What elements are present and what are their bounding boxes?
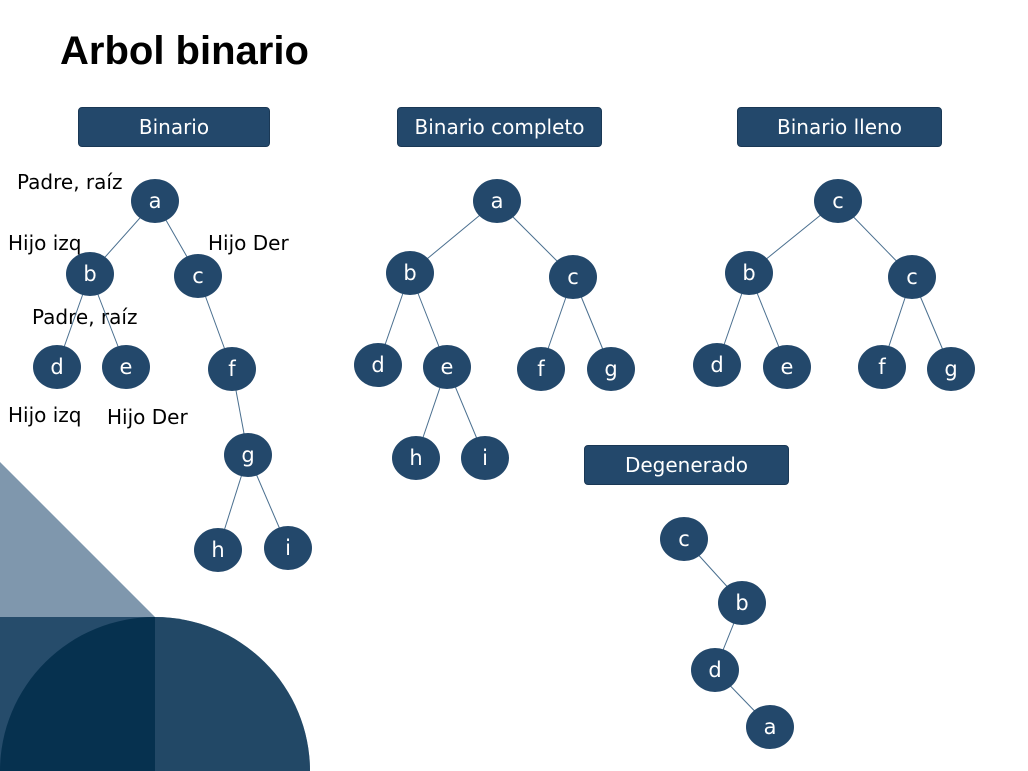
svg-text:b: b <box>742 261 755 285</box>
label-binario: Binario <box>78 107 270 147</box>
tree-node: e <box>423 345 471 389</box>
svg-text:f: f <box>878 355 886 379</box>
tree-node: b <box>718 581 766 625</box>
svg-text:e: e <box>441 355 454 379</box>
annotation-hijo-izq-b: Hijo izq <box>8 403 82 427</box>
svg-text:d: d <box>710 353 723 377</box>
svg-text:h: h <box>211 538 224 562</box>
tree-node: a <box>131 179 179 223</box>
deco-dark-circle-right <box>155 617 310 771</box>
tree-node: a <box>473 179 521 223</box>
svg-text:g: g <box>241 443 254 467</box>
svg-text:f: f <box>537 357 545 381</box>
svg-text:i: i <box>285 536 291 560</box>
tree-node: g <box>587 347 635 391</box>
tree-node: f <box>517 347 565 391</box>
svg-text:d: d <box>708 658 721 682</box>
annotation-hijo-der-root: Hijo Der <box>208 231 289 255</box>
tree-node: d <box>33 345 81 389</box>
tree-node: g <box>927 347 975 391</box>
label-degenerado: Degenerado <box>584 445 789 485</box>
svg-text:c: c <box>832 189 844 213</box>
tree-node: c <box>549 255 597 299</box>
tree-node: i <box>264 526 312 570</box>
tree-degenerado: c b d a <box>660 517 794 749</box>
svg-text:c: c <box>192 264 204 288</box>
tree-node: g <box>224 433 272 477</box>
svg-text:b: b <box>735 591 748 615</box>
svg-text:b: b <box>83 262 96 286</box>
tree-binario-lleno: c b c d e f g <box>693 179 975 391</box>
svg-text:d: d <box>371 353 384 377</box>
svg-text:c: c <box>906 265 918 289</box>
svg-text:d: d <box>50 355 63 379</box>
tree-node: f <box>858 345 906 389</box>
annotation-hijo-izq-root: Hijo izq <box>8 231 82 255</box>
svg-text:g: g <box>944 357 957 381</box>
annotation-hijo-der-b: Hijo Der <box>107 405 188 429</box>
svg-text:a: a <box>764 715 777 739</box>
svg-text:e: e <box>120 355 133 379</box>
tree-binario-completo: a b c d e f g h i <box>354 179 635 480</box>
tree-node: f <box>208 347 256 391</box>
svg-text:a: a <box>149 189 162 213</box>
svg-text:c: c <box>567 265 579 289</box>
svg-text:i: i <box>482 446 488 470</box>
tree-node: e <box>763 345 811 389</box>
svg-text:f: f <box>228 357 236 381</box>
label-binario-completo: Binario completo <box>397 107 602 147</box>
tree-node: c <box>888 255 936 299</box>
tree-node: i <box>461 436 509 480</box>
svg-text:h: h <box>409 446 422 470</box>
svg-text:c: c <box>678 527 690 551</box>
tree-node: d <box>693 343 741 387</box>
tree-node: h <box>392 436 440 480</box>
page-title: Arbol binario <box>60 29 309 73</box>
tree-node: c <box>174 254 222 298</box>
annotation-padre-raiz-b: Padre, raíz <box>32 305 138 329</box>
label-binario-lleno: Binario lleno <box>737 107 942 147</box>
tree-node: c <box>814 179 862 223</box>
svg-text:e: e <box>781 355 794 379</box>
svg-text:b: b <box>403 261 416 285</box>
tree-node: e <box>102 345 150 389</box>
svg-text:g: g <box>604 357 617 381</box>
tree-node: d <box>691 648 739 692</box>
annotation-padre-raiz-root: Padre, raíz <box>17 170 123 194</box>
tree-node: d <box>354 343 402 387</box>
tree-node: b <box>66 252 114 296</box>
tree-node: h <box>194 528 242 572</box>
svg-text:a: a <box>491 189 504 213</box>
tree-node: a <box>746 705 794 749</box>
tree-node: b <box>386 251 434 295</box>
tree-node: b <box>725 251 773 295</box>
deco-dark-circle <box>0 617 155 771</box>
tree-node: c <box>660 517 708 561</box>
tree-binario: a b c d e f g h i <box>33 179 312 572</box>
